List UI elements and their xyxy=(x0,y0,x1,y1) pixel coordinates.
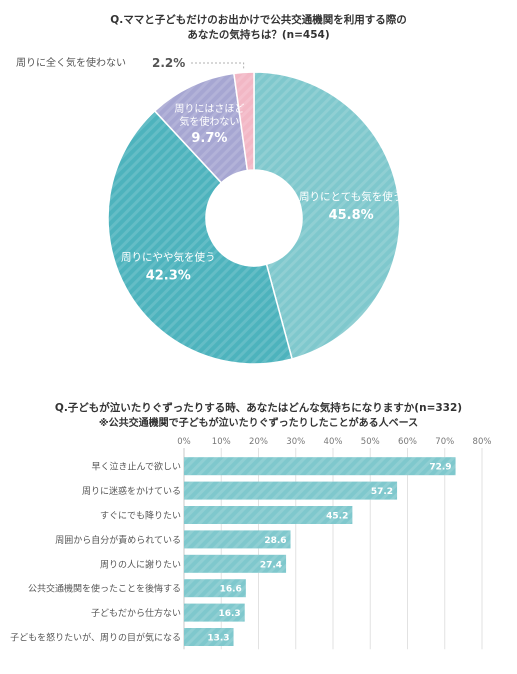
bar xyxy=(184,579,246,598)
bar-category-label: 公共交通機関を使ったことを後悔する xyxy=(28,583,181,595)
bar-value-label: 57.2 xyxy=(371,487,393,497)
bar-x-tick-label: 20% xyxy=(249,437,268,447)
pie-leader-line xyxy=(190,62,245,69)
bar-category-label: 早く泣き止んで欲しい xyxy=(91,461,181,473)
pie-chart-title-line2: あなたの気持ちは？(n=454) xyxy=(187,29,330,41)
bar-category-label: すぐにでも降りたい xyxy=(100,510,181,522)
bar-category-label: 子どもを怒りたいが、周りの目が気になる xyxy=(10,632,181,644)
bar-x-tick-label: 80% xyxy=(473,437,492,447)
pie-slice xyxy=(153,72,249,184)
pie-slice xyxy=(233,71,255,172)
bar-value-label: 16.6 xyxy=(220,585,242,595)
pie-slice-value: 45.8% xyxy=(329,208,374,223)
bar-x-tick-label: 50% xyxy=(361,437,380,447)
bar xyxy=(184,481,398,500)
pie-slice-label: 周りにはさほど xyxy=(174,103,244,115)
bar-x-tick-label: 60% xyxy=(398,437,417,447)
bar-value-label: 13.3 xyxy=(207,634,229,644)
bar-x-tick-label: 30% xyxy=(286,437,305,447)
bar-chart-title-line2: ※公共交通機関で子どもが泣いたりぐずったりしたことがある人ベース xyxy=(98,418,419,429)
pie-slice-label: 周りに全く気を使わない xyxy=(16,56,126,69)
bar-value-label: 27.4 xyxy=(260,560,282,570)
bar-x-tick-label: 40% xyxy=(324,437,343,447)
bar-x-tick-label: 70% xyxy=(435,437,454,447)
bar-category-label: 子どもだから仕方ない xyxy=(91,607,181,619)
pie-chart-title-line1: Q.ママと子どもだけのお出かけで公共交通機関を利用する際の xyxy=(110,14,407,26)
bar xyxy=(184,506,353,524)
bar xyxy=(184,603,245,622)
bar xyxy=(184,530,291,549)
bar-category-label: 周りに迷惑をかけている xyxy=(82,485,181,497)
bar-chart: 0% 10% 20% 30% 40% 50% 60% 70% 80% 早く泣き止んで欲しい周りに… xyxy=(10,437,492,650)
bar-category-label: 周囲から自分が責められている xyxy=(55,534,181,546)
bar-x-tick-label: 10% xyxy=(212,437,231,447)
pie-slice xyxy=(107,109,294,365)
pie-slice-label: 周りにやや気を使う xyxy=(121,250,216,263)
bar-value-label: 72.9 xyxy=(429,463,451,473)
bar xyxy=(184,457,456,476)
bar-value-label: 45.2 xyxy=(326,512,348,522)
pie-slice-value: 2.2% xyxy=(152,56,185,70)
pie-slice-value: 9.7% xyxy=(191,131,227,146)
pie-slice-label: 周りにとても気を使う xyxy=(299,190,403,203)
bar-x-tick-label: 0% xyxy=(177,437,191,447)
pie-chart: 周りにとても気を使う 45.8% 周りにやや気を使う 42.3% 周りにはさほど気を使わ… xyxy=(16,56,403,365)
bar xyxy=(184,628,234,646)
pie-slice-value: 42.3% xyxy=(146,268,191,283)
bar xyxy=(184,554,287,573)
bar-chart-title-line1: Q.子どもが泣いたりぐずったりする時、あなたはどんな気持ちになりますか(n=33… xyxy=(54,402,463,414)
bar-category-label: 周りの人に謝りたい xyxy=(100,558,181,570)
bar-value-label: 28.6 xyxy=(264,536,286,546)
bar-value-label: 16.3 xyxy=(218,609,240,619)
pie-slice xyxy=(253,71,401,360)
pie-slice-label: 気を使わない xyxy=(179,115,239,128)
